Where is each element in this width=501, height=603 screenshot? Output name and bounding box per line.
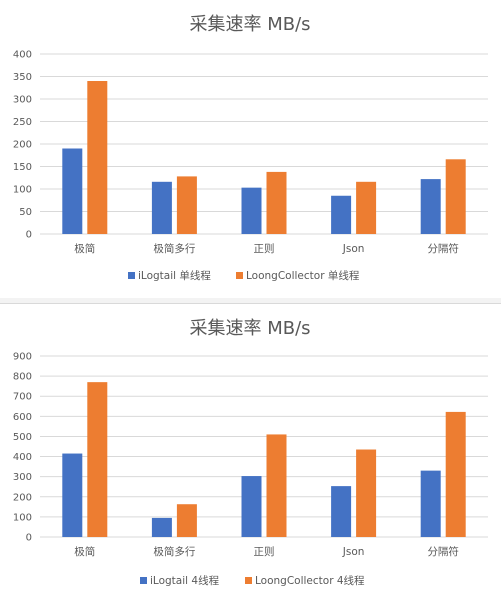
- panel-divider: [0, 298, 501, 303]
- category-label: 极简: [74, 545, 95, 558]
- bar-loongcollector: [266, 171, 287, 234]
- bar-ilogtail: [420, 470, 441, 537]
- bar-chart-four-thread: 采集速率 MB/s 0 100 200 300 400 500 600 700 800 900 极简 极…: [13, 318, 488, 587]
- category-label: Json: [342, 243, 365, 255]
- bar-ilogtail: [241, 476, 262, 537]
- legend-swatch: [128, 272, 135, 279]
- bar-ilogtail: [241, 187, 262, 234]
- bar-loongcollector: [356, 181, 377, 234]
- y-tick-label: 150: [13, 162, 32, 173]
- y-tick-label: 200: [13, 140, 32, 151]
- y-tick-label: 900: [13, 352, 32, 363]
- y-tick-label: 0: [26, 533, 32, 544]
- legend-swatch: [140, 577, 147, 584]
- y-tick-label: 300: [13, 472, 32, 483]
- y-tick-label: 500: [13, 432, 32, 443]
- legend-swatch: [245, 577, 252, 584]
- bar-loongcollector: [445, 159, 466, 234]
- legend-label: iLogtail 单线程: [138, 269, 211, 282]
- y-tick-label: 600: [13, 412, 32, 423]
- legend-label: LoongCollector 4线程: [255, 574, 365, 587]
- legend-label: iLogtail 4线程: [150, 574, 220, 587]
- legend-swatch: [236, 272, 243, 279]
- bar-loongcollector: [87, 382, 108, 537]
- bar-loongcollector: [445, 411, 466, 537]
- bar-loongcollector: [266, 434, 287, 537]
- y-tick-label: 400: [13, 50, 32, 61]
- category-label: 分隔符: [427, 545, 459, 558]
- bar-loongcollector: [176, 176, 197, 234]
- y-tick-label: 350: [13, 72, 32, 83]
- y-tick-label: 50: [19, 207, 32, 218]
- chart-panel-four-thread: 采集速率 MB/s 0 100 200 300 400 500 600 700 800 900 极简 极…: [0, 303, 501, 603]
- category-label: Json: [342, 546, 365, 558]
- category-label: 正则: [254, 242, 275, 255]
- y-tick-label: 800: [13, 372, 32, 383]
- y-tick-label: 100: [13, 185, 32, 196]
- bar-ilogtail: [420, 179, 441, 234]
- y-tick-label: 700: [13, 392, 32, 403]
- chart-title: 采集速率 MB/s: [189, 14, 310, 35]
- category-label: 正则: [254, 545, 275, 558]
- bar-ilogtail: [151, 517, 172, 537]
- category-label: 极简多行: [153, 545, 195, 558]
- bar-ilogtail: [62, 148, 83, 234]
- y-tick-label: 0: [26, 230, 32, 241]
- y-tick-label: 200: [13, 492, 32, 503]
- bar-loongcollector: [87, 81, 108, 234]
- y-tick-label: 400: [13, 452, 32, 463]
- bar-ilogtail: [331, 195, 352, 234]
- bar-ilogtail: [62, 453, 83, 537]
- legend-label: LoongCollector 单线程: [246, 269, 360, 282]
- bar-loongcollector: [176, 504, 197, 537]
- bar-loongcollector: [356, 449, 377, 537]
- bar-chart-single-thread: 采集速率 MB/s 0 50 100 150 200 250 300 350 400 极简 极简多行 正…: [13, 14, 488, 282]
- y-tick-label: 100: [13, 512, 32, 523]
- chart-title: 采集速率 MB/s: [189, 318, 310, 339]
- y-tick-label: 300: [13, 95, 32, 106]
- bar-ilogtail: [331, 486, 352, 537]
- category-label: 分隔符: [427, 242, 459, 255]
- category-label: 极简多行: [153, 242, 195, 255]
- chart-panel-single-thread: 采集速率 MB/s 0 50 100 150 200 250 300 350 400 极简 极简多行 正…: [0, 0, 501, 299]
- bar-ilogtail: [151, 181, 172, 234]
- y-tick-label: 250: [13, 117, 32, 128]
- category-label: 极简: [74, 242, 95, 255]
